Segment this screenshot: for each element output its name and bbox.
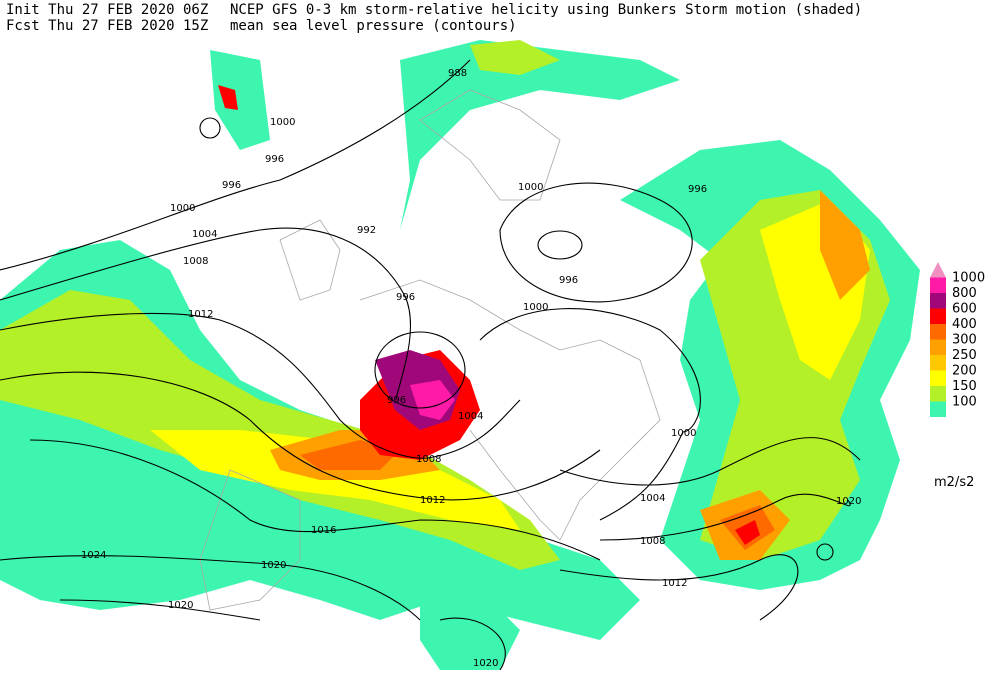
- shade-100-south: [420, 590, 520, 670]
- isobar: [816, 543, 834, 561]
- contour-label: 1020: [168, 600, 193, 611]
- legend-swatch: [930, 401, 946, 417]
- coastline: [199, 89, 661, 611]
- legend-label: 600: [952, 302, 977, 317]
- contour-label: 1004: [192, 229, 217, 240]
- isobar: [479, 308, 701, 521]
- legend-swatch: [930, 308, 946, 324]
- contour-label: 1024: [81, 550, 106, 561]
- contour-label: 1012: [188, 309, 213, 320]
- contour-label: 988: [448, 68, 467, 79]
- isobar: [374, 331, 466, 409]
- title: NCEP GFS 0-3 km storm-relative helicity …: [230, 2, 862, 18]
- contour-label: 1016: [311, 525, 336, 536]
- isobar: [29, 439, 601, 561]
- contour-label: 996: [396, 292, 415, 303]
- shade-300-east: [820, 190, 870, 300]
- contour-label: 996: [265, 154, 284, 165]
- contour-label: 1000: [523, 302, 548, 313]
- shade-100-nw: [210, 50, 270, 150]
- contour-label: 1012: [420, 495, 445, 506]
- legend-label: 200: [952, 364, 977, 379]
- legend-swatch: [930, 386, 946, 402]
- isobar: [199, 117, 221, 139]
- contour-label: 1020: [261, 560, 286, 571]
- isobar: [559, 437, 861, 486]
- shade-150-north: [470, 40, 560, 75]
- legend-swatch: [930, 324, 946, 340]
- init-label: Init Thu 27 FEB 2020 06Z: [6, 2, 208, 18]
- fcst-label: Fcst Thu 27 FEB 2020 15Z: [6, 18, 208, 34]
- contour-label: 1020: [473, 658, 498, 669]
- contour-label: 1020: [836, 496, 861, 507]
- legend-label: 1000: [952, 271, 985, 286]
- legend-swatch: [930, 293, 946, 309]
- shade-1000: [410, 380, 455, 420]
- contour-label: 1000: [671, 428, 696, 439]
- shade-600-se: [735, 520, 760, 545]
- contour-label: 1008: [183, 256, 208, 267]
- contour-label: 992: [357, 225, 376, 236]
- contour-labels: 1000 996 996 988 1000 1004 992 1008 996 …: [81, 68, 861, 669]
- legend-label: 400: [952, 317, 977, 332]
- legend-swatch: [930, 370, 946, 386]
- contour-label: 996: [559, 275, 578, 286]
- legend-swatch: [930, 355, 946, 371]
- legend-label: 300: [952, 333, 977, 348]
- legend-label: 800: [952, 286, 977, 301]
- legend-swatch: [930, 262, 946, 278]
- contour-label: 996: [387, 395, 406, 406]
- legend-unit: m2/s2: [934, 475, 974, 490]
- contour-label: 1012: [662, 578, 687, 589]
- isobar: [0, 371, 601, 501]
- legend-label: 150: [952, 379, 977, 394]
- shade-600-nw: [218, 85, 238, 110]
- contour-label: 1008: [416, 454, 441, 465]
- isobar: [59, 599, 261, 621]
- isobar: [0, 59, 471, 271]
- map-area: 1000 996 996 988 1000 1004 992 1008 996 …: [0, 40, 920, 671]
- contour-label: 1000: [270, 117, 295, 128]
- isobar: [537, 230, 583, 260]
- isobar: [0, 312, 521, 459]
- legend-swatch: [930, 339, 946, 355]
- contour-label: 1008: [640, 536, 665, 547]
- isobar: [439, 617, 506, 671]
- legend-label: 250: [952, 348, 977, 363]
- contour-label: 1000: [518, 182, 543, 193]
- contour-label: 996: [688, 184, 707, 195]
- isobar: [499, 182, 693, 303]
- isobar: [0, 555, 421, 621]
- contour-label: 1000: [170, 203, 195, 214]
- contour-label: 996: [222, 180, 241, 191]
- isobar: [559, 554, 799, 621]
- contour-label: 1004: [458, 411, 483, 422]
- isobar: [599, 493, 851, 541]
- contour-label: 1004: [640, 493, 665, 504]
- subtitle: mean sea level pressure (contours): [230, 18, 517, 34]
- isobar: [0, 227, 412, 400]
- shade-100-north: [400, 40, 680, 230]
- legend-swatch: [930, 277, 946, 293]
- legend-label: 100: [952, 395, 977, 410]
